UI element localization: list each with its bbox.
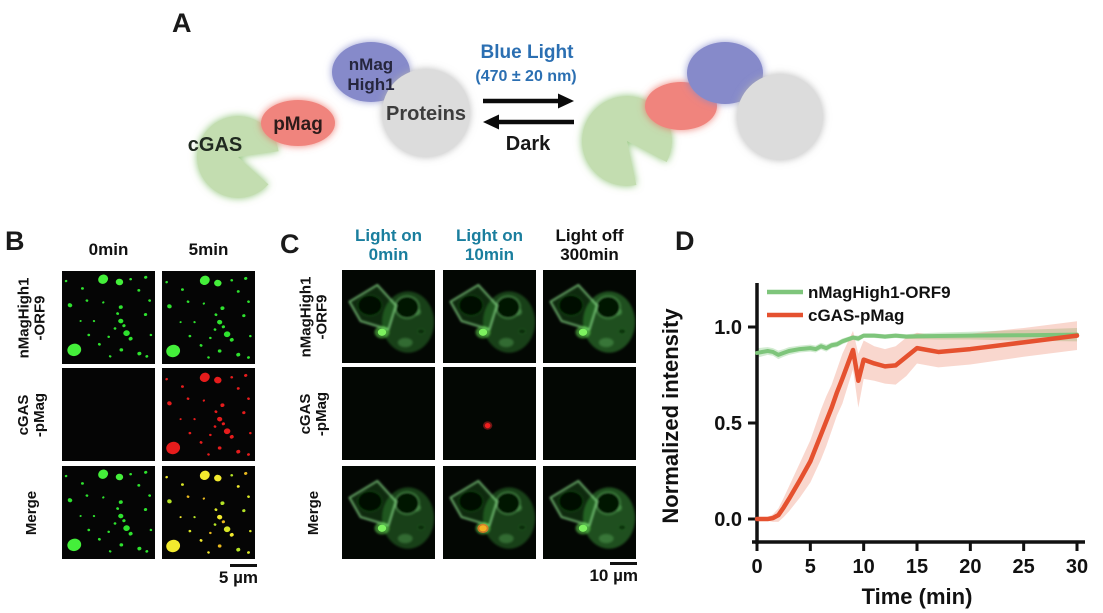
x-tick-label: 15 (906, 556, 928, 578)
x-tick-label: 25 (1013, 556, 1035, 578)
pmag-shape (261, 100, 335, 146)
panelB-scale-bar: 5 µm (198, 564, 258, 588)
panelC-header-lightoff-300min: Light off 300min (555, 226, 624, 264)
panelB-row-label-cGAS-pMag: cGAS -pMag (14, 392, 48, 437)
panelC-row-label-cGAS-pMag: cGAS -pMag (296, 391, 330, 436)
legend-label-nMagHigh1-ORF9: nMagHigh1-ORF9 (808, 283, 951, 302)
panelB-scale-bar-line (230, 564, 257, 567)
nmag-label-line1: nMag (349, 55, 393, 74)
proteins-shape-bound (737, 74, 823, 160)
panelB-row-label-merge: Merge (23, 490, 40, 535)
wavelength-label: (470 ± 20 nm) (475, 68, 576, 85)
panelB-image-merge-5min (162, 466, 255, 559)
blue-light-label: Blue Light (481, 42, 575, 63)
panelC-image-merge-light0 (342, 466, 435, 559)
panelC-image-merge-light10 (443, 466, 536, 559)
panelB-header-5min: 5min (188, 240, 229, 259)
panelC-row-label-nMagHigh1-ORF9: nMagHigh1 -ORF9 (297, 276, 330, 357)
panelC-image-orf9-light0 (342, 270, 435, 363)
y-tick-label: 0.0 (714, 509, 742, 531)
reverse-arrowhead (483, 114, 499, 130)
x-tick-label: 20 (959, 556, 981, 578)
panelB-row-label-nMagHigh1-ORF9: nMagHigh1 -ORF9 (15, 277, 48, 358)
panelB-image-merge-0min (62, 466, 155, 559)
line-nMagHigh1-ORF9 (755, 332, 1079, 357)
panelB-letter: B (5, 226, 25, 256)
panelC-header-lighton-0min: Light on 0min (354, 226, 423, 264)
band-cGAS-pMag (757, 321, 1077, 522)
forward-arrowhead (558, 93, 574, 109)
panelB-image-orf9-5min (162, 271, 255, 364)
panelA-letter: A (172, 8, 192, 38)
y-tick-label: 0.5 (714, 413, 742, 435)
panelB-image-cgas-0min (62, 368, 155, 461)
x-tick-label: 5 (805, 556, 816, 578)
cgas-label: cGAS (188, 134, 242, 156)
panelC-letter: C (280, 229, 300, 259)
panelC-scale-bar: 10 µm (576, 562, 638, 586)
panelD-letter: D (675, 226, 695, 256)
cgas-shape-bound (581, 96, 672, 187)
panelC-image-orf9-off300 (543, 270, 636, 363)
panelC-image-merge-off300 (543, 466, 636, 559)
panelC-header-lighton-10min: Light on 10min (455, 226, 524, 264)
pmag-label: pMag (273, 114, 323, 135)
x-tick-label: 30 (1066, 556, 1088, 578)
panelA-schematic: cGAS pMag nMag High1 Proteins Blue Light… (188, 42, 823, 199)
y-tick-label: 1.0 (714, 317, 742, 339)
proteins-label: Proteins (386, 103, 466, 125)
panelD-chart: 0.0 0.5 1.0 0 5 10 15 20 25 30 Time (min) Normalize… (658, 283, 1088, 609)
panelB-image-cgas-5min (162, 368, 255, 461)
panelC-image-orf9-light10 (443, 270, 536, 363)
panelC-scale-bar-line (610, 562, 637, 565)
x-axis-title: Time (min) (862, 584, 973, 609)
panelC-image-cgas-light0 (342, 367, 435, 460)
panelB-image-orf9-0min (62, 271, 155, 364)
x-tick-label: 0 (751, 556, 762, 578)
panelB-header-0min: 0min (88, 240, 129, 259)
nmaghigh1-shape-bound (687, 42, 763, 104)
line-cGAS-pMag (754, 333, 1080, 522)
panelC-image-cgas-light10 (443, 367, 536, 460)
x-tick-label: 10 (853, 556, 875, 578)
nmaghigh1-shape (332, 42, 410, 102)
proteins-shape (382, 69, 470, 157)
cgas-shape (196, 116, 279, 199)
panelC-row-label-merge: Merge (305, 490, 322, 535)
pmag-shape-bound (645, 82, 717, 130)
legend-label-cGAS-pMag: cGAS-pMag (808, 306, 904, 325)
dark-label: Dark (506, 133, 551, 155)
y-axis-title: Normalized intensity (658, 308, 683, 524)
nmag-label-line2: High1 (347, 75, 394, 94)
panelC-image-cgas-off300 (543, 367, 636, 460)
